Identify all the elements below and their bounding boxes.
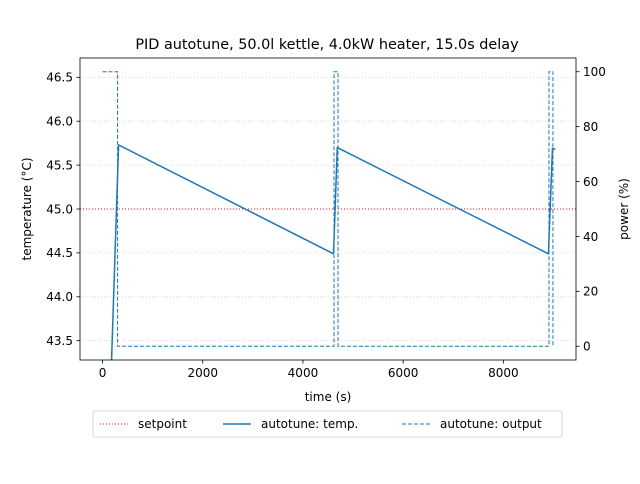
series-line-1	[110, 144, 556, 360]
y-tick-label: 45.0	[46, 202, 73, 216]
x-tick-label: 0	[99, 366, 107, 380]
legend-label-setpoint: setpoint	[138, 417, 187, 431]
y-tick-label: 44.0	[46, 290, 73, 304]
y-tick-label: 46.5	[46, 71, 73, 85]
series-line-2	[102, 71, 554, 347]
y-axis-right: 0 20 40 60 80 100	[576, 65, 606, 354]
y2-tick-label: 20	[583, 285, 598, 299]
y2-axis-label: power (%)	[617, 178, 631, 240]
y-tick-label: 43.5	[46, 334, 73, 348]
x-axis-label: time (s)	[305, 390, 352, 404]
legend-box	[92, 410, 563, 438]
y2-tick-label: 0	[583, 340, 591, 354]
legend-label-temp: autotune: temp.	[261, 417, 358, 431]
y2-tick-label: 40	[583, 230, 598, 244]
plot-lines	[80, 71, 576, 360]
y2-tick-label: 60	[583, 175, 598, 189]
y-tick-label: 45.5	[46, 158, 73, 172]
x-tick-label: 6000	[388, 366, 419, 380]
chart-title: PID autotune, 50.0l kettle, 4.0kW heater…	[135, 37, 519, 53]
y-axis-left: 43.5 44.0 44.5 45.0 45.5 46.0 46.5	[46, 71, 80, 348]
y2-tick-label: 80	[583, 120, 598, 134]
legend: setpoint autotune: temp. autotune: outpu…	[92, 410, 563, 438]
y-tick-label: 46.0	[46, 115, 73, 129]
y-axis-label: temperature (°C)	[20, 158, 34, 261]
x-tick-label: 8000	[488, 366, 519, 380]
y2-tick-label: 100	[583, 65, 606, 79]
legend-label-output: autotune: output	[440, 417, 542, 431]
x-tick-label: 2000	[187, 366, 218, 380]
x-axis: 0 2000 4000 6000 8000	[99, 360, 519, 380]
y-tick-label: 44.5	[46, 246, 73, 260]
x-tick-label: 4000	[288, 366, 319, 380]
